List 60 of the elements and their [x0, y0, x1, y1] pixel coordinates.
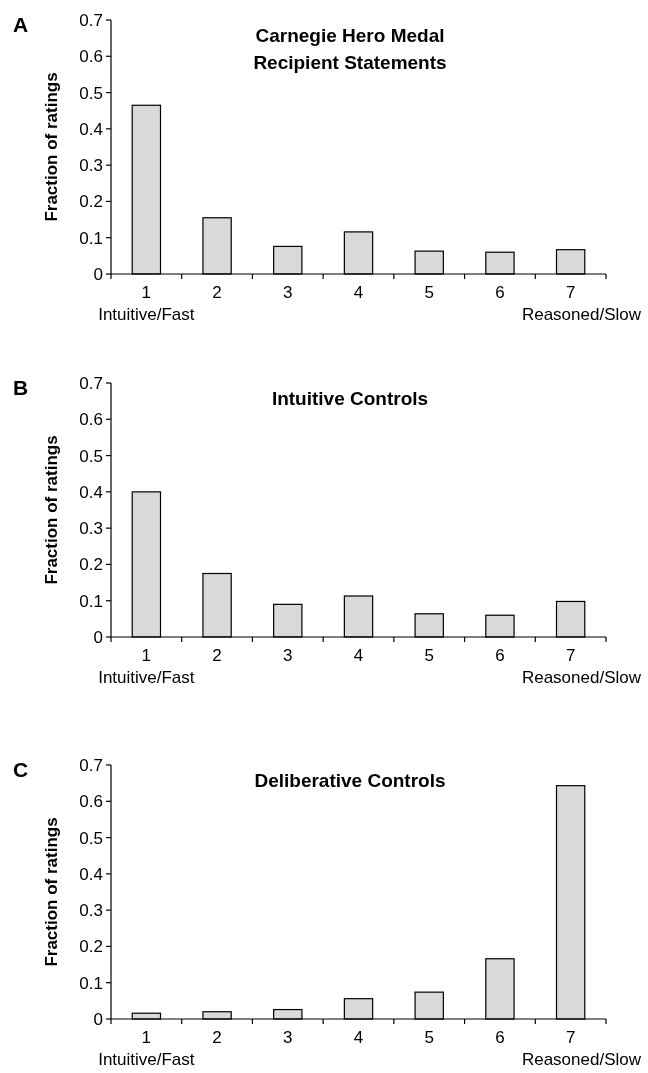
y-tick-label: 0.3 — [79, 519, 103, 539]
text: Reasoned/Slow — [521, 1050, 642, 1069]
text: B — [13, 376, 29, 399]
y-tick-label: 0.1 — [79, 228, 103, 248]
x-tick-label: 3 — [283, 283, 293, 302]
y-tick-label: 0.6 — [79, 47, 103, 67]
y-tick-label: 0.3 — [79, 156, 103, 176]
y-tick-label: 0.4 — [79, 119, 103, 139]
x-tick-label: 5 — [424, 646, 434, 665]
chart-title: Intuitive Controls — [271, 388, 429, 409]
y-tick-label: 0.2 — [79, 555, 103, 575]
y-tick-label: 0.5 — [79, 446, 103, 466]
y-tick-label: 0.7 — [79, 755, 103, 775]
x-tick-label: 3 — [283, 1028, 293, 1047]
text: Intuitive/Fast — [98, 1050, 195, 1069]
text: C — [13, 758, 29, 781]
x-tick-label: 4 — [353, 1028, 364, 1047]
x-tick-label: 6 — [495, 1028, 505, 1047]
y-tick-label: 0 — [93, 264, 103, 284]
y-tick-label: 0.2 — [79, 937, 103, 957]
x-tick-label: 5 — [424, 283, 434, 302]
x-tick-label: 6 — [495, 283, 505, 302]
x-tick-label: 2 — [212, 646, 222, 665]
y-tick-label: 0.7 — [79, 10, 103, 30]
y-tick-label: 0.5 — [79, 83, 103, 103]
x-tick-label: 3 — [283, 646, 293, 665]
y-tick-label: 0.6 — [79, 410, 103, 430]
x-tick-label: 1 — [141, 646, 152, 665]
text: Intuitive/Fast — [98, 305, 195, 324]
y-axis-title: Fraction of ratings — [42, 435, 61, 585]
x-tick-label: 7 — [565, 1028, 576, 1047]
x-tick-label: 4 — [353, 646, 364, 665]
y-tick-label: 0.7 — [79, 373, 103, 393]
text: Reasoned/Slow — [521, 305, 642, 324]
x-tick-label: 2 — [212, 1028, 222, 1047]
x-tick-label: 7 — [565, 283, 576, 302]
x-tick-label: 1 — [141, 283, 152, 302]
y-tick-label: 0.2 — [79, 192, 103, 212]
text: Carnegie Hero Medal Recipient Statements — [253, 25, 447, 73]
y-tick-label: 0 — [93, 627, 103, 647]
x-tick-label: 6 — [495, 646, 505, 665]
x-tick-label: 5 — [424, 1028, 434, 1047]
text: A — [13, 13, 29, 36]
y-axis-title: Fraction of ratings — [42, 817, 61, 967]
y-tick-label: 0 — [93, 1009, 103, 1029]
x-tick-label: 4 — [353, 283, 364, 302]
text: Reasoned/Slow — [521, 668, 642, 687]
chart-title: Deliberative Controls — [254, 770, 446, 791]
y-tick-label: 0.6 — [79, 792, 103, 812]
x-tick-label: 1 — [141, 1028, 152, 1047]
y-tick-label: 0.4 — [79, 482, 103, 502]
y-tick-label: 0.5 — [79, 828, 103, 848]
x-tick-label: 7 — [565, 646, 576, 665]
y-tick-label: 0.3 — [79, 901, 103, 921]
x-tick-label: 2 — [212, 283, 222, 302]
y-axis-title: Fraction of ratings — [42, 72, 61, 222]
y-tick-label: 0.1 — [79, 973, 103, 993]
text: Intuitive/Fast — [98, 668, 195, 687]
y-tick-label: 0.4 — [79, 864, 103, 884]
y-tick-label: 0.1 — [79, 591, 103, 611]
